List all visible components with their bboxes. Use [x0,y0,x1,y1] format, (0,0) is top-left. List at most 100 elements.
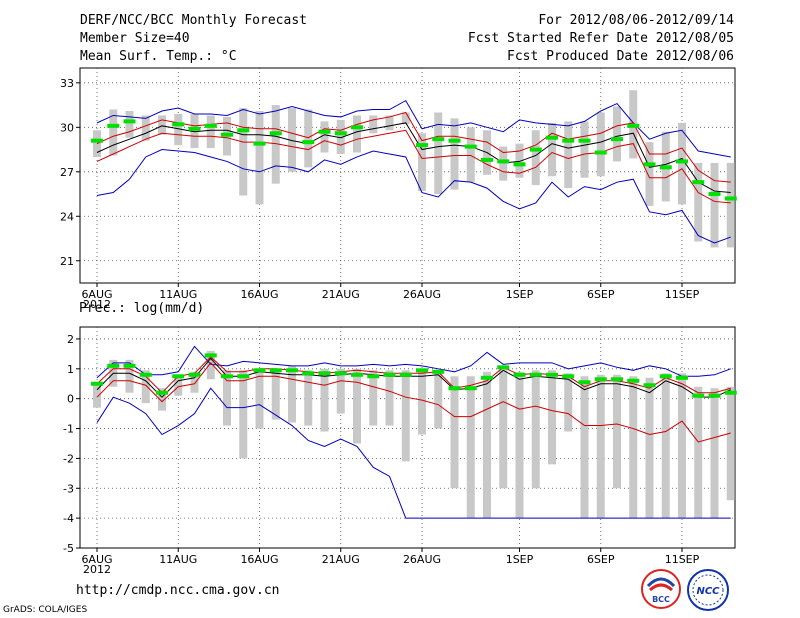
observed-marker [334,371,347,376]
spread-bar [206,350,215,380]
spread-bar [109,109,118,156]
spread-bar [434,370,443,429]
mean-minus-std-line [96,129,731,204]
source-url[interactable]: http://cmdp.ncc.cma.gov.cn [76,583,280,598]
spread-bar [206,115,215,149]
y-tick-label: 30 [60,121,74,134]
spread-bar [661,373,670,519]
observed-marker [643,383,656,388]
mean-plus-std-line [96,111,731,183]
observed-marker [416,143,428,148]
y-tick-label: 33 [60,77,74,90]
spread-bar [613,106,621,162]
spread-bar [678,373,686,519]
bcc-logo-text: BCC [652,595,670,604]
spread-bar [288,108,296,172]
spread-bar [255,111,264,205]
observed-marker [269,368,282,373]
spread-bar [385,370,394,426]
x-tick-label: 26AUG [403,288,441,301]
observed-marker [318,129,331,134]
spread-bar [596,112,605,177]
y-tick-label: 21 [60,255,74,268]
max-line [96,345,731,379]
spread-bar [726,162,735,248]
observed-marker [107,123,120,128]
spread-bar [499,146,508,181]
y-tick-label: 24 [60,210,74,223]
observed-marker [513,162,526,167]
spread-bar [369,370,378,426]
spread-bar [531,370,540,489]
spread-bar [645,377,654,519]
observed-marker [302,371,315,376]
observed-marker [204,123,217,128]
observed-marker [399,372,412,377]
spread-bar [320,368,329,432]
spread-bar [125,111,134,138]
observed-marker [546,135,558,140]
plot-frame [79,326,736,549]
precip-title: Prec.: log(mm/d) [79,301,204,316]
ensemble-mean-line [96,122,731,194]
spread-bar [255,368,264,429]
plot-frame [79,67,736,284]
observed-marker [627,123,640,128]
x-tick-label: 16AUG [240,288,278,301]
observed-marker [676,159,688,164]
observed-marker [464,144,477,149]
observed-marker [448,386,461,391]
observed-marker [724,196,737,201]
spread-bar [336,368,345,414]
observed-marker [546,372,558,377]
spread-bar [678,122,686,205]
observed-marker [91,138,103,143]
observed-marker [481,157,493,162]
observed-marker [724,390,737,395]
spread-bar [271,368,280,420]
observed-marker [692,393,705,398]
observed-marker [416,368,428,373]
bcc-logo: BCC [641,569,681,609]
x-tick-label: 26AUG [403,553,441,566]
observed-marker [432,369,445,374]
max-line [96,99,731,158]
min-line [96,387,731,519]
forecast-period: For 2012/08/06-2012/09/14 [538,13,734,28]
year-label: 2012 [83,298,111,311]
spread-bar [320,121,329,153]
spread-bar [141,115,150,141]
spread-bar [336,119,345,154]
y-tick-label: -1 [63,423,74,436]
spread-bar [174,113,183,146]
observed-marker [139,372,152,377]
x-tick-label: 1SEP [506,553,534,566]
observed-marker [253,141,266,146]
spread-bar [239,370,248,459]
observed-marker [708,393,721,398]
spread-bar [141,370,150,404]
y-tick-label: 0 [67,393,74,406]
spread-bar [239,108,248,196]
observed-marker [513,372,526,377]
grads-credit: GrADS: COLA/IGES [3,605,88,615]
spread-bar [93,382,101,408]
observed-marker [578,380,591,385]
spread-bar [710,388,719,519]
spread-bar [434,112,443,195]
observed-marker [659,165,672,170]
observed-marker [334,131,347,136]
observed-marker [708,192,721,197]
observed-marker [367,374,380,379]
observed-marker [221,374,233,379]
spread-bar [271,105,280,184]
spread-bar [401,370,410,462]
x-tick-label: 16AUG [240,553,278,566]
spread-bar [548,122,556,177]
observed-marker [562,138,575,143]
observed-marker [172,374,185,379]
x-tick-label: 1SEP [506,288,534,301]
observed-marker [578,138,591,143]
ncc-logo: NCC [687,569,729,611]
y-tick-label: 2 [67,333,74,346]
